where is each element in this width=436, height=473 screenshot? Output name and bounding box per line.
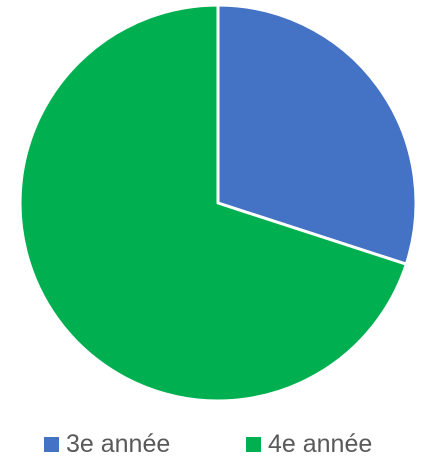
legend: 3e année 4e année — [44, 430, 372, 458]
legend-item-1: 3e année — [44, 430, 170, 458]
pie-slice-2 — [18, 3, 408, 403]
legend-item-2: 4e année — [246, 430, 372, 458]
pie-slices — [18, 3, 418, 403]
legend-swatch-1 — [44, 437, 59, 452]
legend-swatch-2 — [246, 437, 261, 452]
legend-label-2: 4e année — [268, 430, 372, 458]
pie-slice-1 — [216, 3, 418, 266]
legend-label-1: 3e année — [66, 430, 170, 458]
